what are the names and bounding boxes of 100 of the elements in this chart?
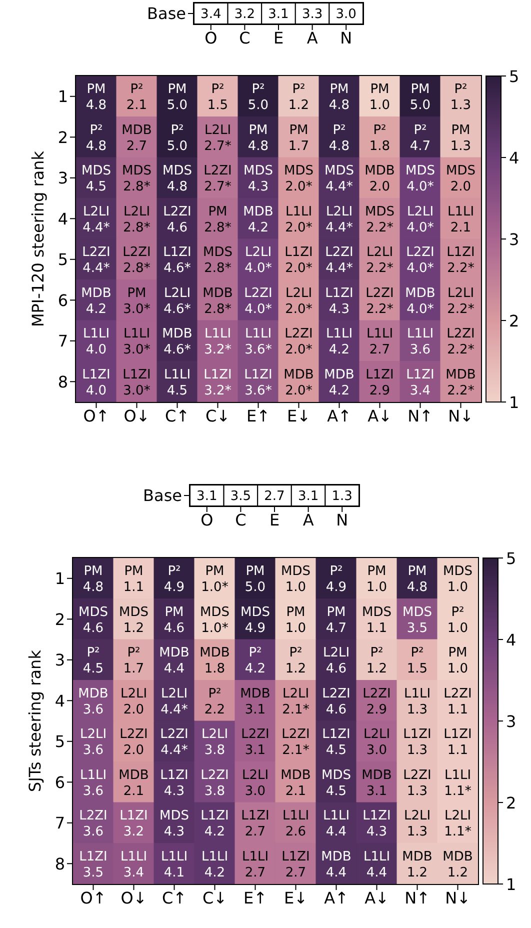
data-label: MDB 4.2 [324, 367, 354, 398]
data-label: L2LI 2.8* [123, 204, 151, 236]
data-label: MDS 2.2* [365, 204, 394, 236]
data-label: 3.4 [200, 7, 222, 22]
data-label: L1LI 4.0 [82, 326, 110, 358]
x-tick-label: E↓ [284, 888, 308, 908]
data-label: PM 1.7 [288, 122, 310, 154]
data-label: MDS 4.0* [406, 164, 435, 195]
data-label: MDS 1.0 [281, 564, 310, 596]
data-label: PM 4.8 [248, 122, 269, 154]
y-tick-label: 6 [54, 772, 65, 792]
data-label: 3.1 [268, 7, 289, 22]
data-label: PM 4.8 [328, 82, 350, 114]
y-tick-label: 8 [54, 854, 65, 874]
data-label: PM 1.0 [369, 82, 390, 114]
data-label: MDB 1.8 [200, 646, 230, 677]
data-label: L1LI 3.6 [406, 326, 434, 358]
y-tick-label: 4 [58, 209, 68, 228]
data-label: L2LI 3.0 [242, 768, 269, 799]
x-tick-label: N [340, 28, 352, 48]
data-label: L1ZI 4.2 [200, 808, 229, 840]
x-tick-label: A [302, 510, 314, 530]
data-label: L2ZI 3.1 [241, 727, 270, 758]
data-label: P² 1.8 [369, 122, 390, 154]
data-label: P² 4.2 [244, 646, 266, 677]
data-label: L1ZI 1.3 [403, 727, 432, 758]
data-label: L1ZI 2.9 [366, 367, 394, 398]
data-label: L1LI 4.4 [322, 808, 350, 840]
data-label: L1LI 4.1 [160, 849, 188, 880]
data-label: PM 4.8 [406, 564, 428, 596]
data-label: 1.3 [332, 489, 352, 504]
data-label: MDB 4.2 [243, 204, 274, 236]
x-tick-label: O↑ [80, 888, 106, 908]
data-label: P² 1.3 [450, 82, 472, 114]
data-label: L2ZI 2.2* [446, 326, 475, 358]
data-label: P² 1.2 [366, 646, 388, 677]
y-tick-label: 8 [58, 372, 68, 392]
data-label: L1ZI 1.1 [444, 727, 472, 758]
data-label: MDS 2.8* [122, 164, 152, 195]
data-label: L2ZI 2.9 [362, 686, 391, 718]
data-label: 3.1 [196, 489, 218, 504]
y-tick-label: 1 [58, 87, 68, 106]
x-tick-label: O [200, 510, 214, 530]
data-label: PM 1.3 [450, 122, 472, 154]
x-tick-label: O [204, 28, 218, 48]
data-label: MDS 4.5 [82, 164, 111, 195]
data-label: MDS 2.0* [284, 164, 314, 195]
data-label: L2ZI 2.2* [366, 286, 394, 317]
data-label: L2LI 1.1* [444, 808, 472, 840]
data-label: P² 1.2 [285, 646, 306, 677]
data-label: MDS 1.0 [443, 564, 472, 596]
x-tick-label: N↑ [404, 888, 430, 908]
data-label: L2LI 4.4* [326, 204, 354, 236]
data-label: L1ZI 3.2* [204, 367, 232, 398]
y-tick-label: 6 [58, 290, 68, 310]
data-label: MDS 4.3 [244, 164, 273, 195]
data-label: P² 5.0 [166, 122, 188, 154]
x-tick-label: O↑ [83, 406, 110, 426]
data-label: L2ZI 2.7* [204, 164, 232, 195]
y-axis-title: SJTs steering rank [26, 649, 45, 792]
y-axis-title: MPI-120 steering rank [28, 150, 48, 328]
x-tick-label: C↑ [162, 888, 187, 908]
y-tick-label: 5 [58, 250, 68, 270]
data-label: PM 5.0 [166, 82, 188, 114]
data-label: MDB 4.2 [81, 286, 112, 317]
color-bar-label: 4 [509, 148, 520, 168]
data-label: L1LI 3.6 [80, 768, 107, 799]
data-label: PM 3.0* [123, 286, 151, 317]
data-label: L2LI 4.0* [244, 245, 272, 276]
x-tick-label: O↓ [120, 888, 147, 908]
data-label: PM 1.1 [123, 564, 144, 596]
data-label: L1LI 2.6 [282, 808, 310, 840]
y-tick-label: 2 [58, 128, 68, 147]
data-label: L1ZI 4.6* [163, 245, 192, 276]
data-label: L1LI 2.0* [285, 204, 313, 236]
data-label: P² 1.5 [207, 82, 228, 114]
data-label: MDB 2.1 [280, 768, 311, 799]
data-label: L1ZI 3.4 [406, 367, 434, 398]
data-label: P² 4.8 [328, 122, 350, 154]
y-tick-label: Base [147, 4, 186, 24]
data-label: L2LI 2.2* [447, 286, 475, 317]
y-tick-label: 2 [54, 610, 65, 629]
data-label: PM 4.8 [82, 564, 104, 596]
data-label: L2ZI 4.0* [406, 245, 434, 276]
color-bar-label: 2 [509, 312, 520, 330]
color-bar-label: 2 [506, 794, 516, 812]
data-label: L2LI 1.3 [404, 808, 431, 840]
data-label: L1LI 2.7 [366, 326, 394, 358]
y-tick-label: Base [143, 486, 182, 506]
data-label: L1ZI 4.3 [160, 768, 188, 799]
data-label: L1ZI 3.6* [244, 367, 272, 398]
data-label: L2LI 4.4* [82, 204, 110, 236]
data-label: L2ZI 2.0 [120, 727, 148, 758]
data-label: L1ZI 3.2 [120, 808, 148, 840]
data-label: MDS 1.0* [200, 604, 230, 636]
data-label: L1LI 3.2* [204, 326, 232, 358]
data-label: L1LI 3.4 [120, 849, 148, 880]
data-label: PM 4.7 [326, 604, 347, 636]
color-bar-label: 1 [506, 875, 516, 894]
data-label: L2ZI 3.8 [200, 768, 229, 799]
